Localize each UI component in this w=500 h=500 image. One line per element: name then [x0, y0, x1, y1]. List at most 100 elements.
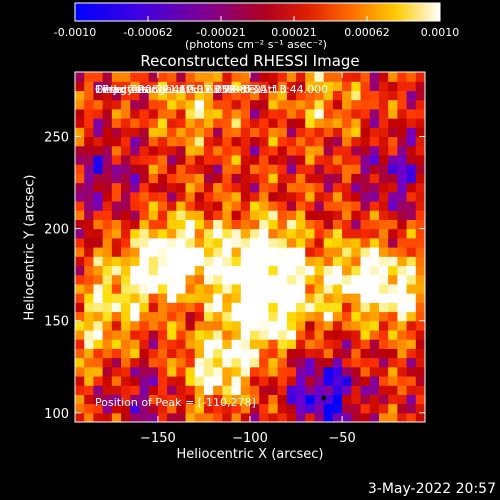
- heatmap-cell: [240, 164, 251, 174]
- heatmap-cell: [259, 302, 270, 313]
- heatmap-cell: [250, 145, 260, 156]
- heatmap-cell: [250, 247, 260, 257]
- heatmap-cell: [231, 191, 242, 202]
- heatmap-cell: [342, 274, 352, 285]
- heatmap-cell: [369, 136, 380, 147]
- heatmap-cell: [111, 329, 122, 340]
- heatmap-cell: [111, 320, 122, 331]
- heatmap-cell: [139, 108, 150, 119]
- heatmap-cell: [139, 118, 150, 128]
- heatmap-cell: [130, 320, 141, 331]
- heatmap-cell: [268, 108, 279, 119]
- heatmap-cell: [121, 81, 131, 92]
- heatmap-cell: [167, 164, 177, 174]
- heatmap-cell: [111, 108, 122, 119]
- heatmap-cell: [194, 164, 205, 174]
- heatmap-cell: [194, 72, 205, 82]
- heatmap-cell: [286, 339, 297, 349]
- heatmap-cell: [130, 329, 141, 340]
- heatmap-cell: [102, 329, 113, 340]
- heatmap-cell: [203, 311, 214, 322]
- heatmap-cell: [388, 247, 398, 257]
- heatmap-cell: [296, 72, 306, 82]
- heatmap-cell: [397, 265, 408, 276]
- heatmap-cell: [111, 283, 122, 294]
- heatmap-cell: [231, 90, 242, 101]
- heatmap-cell: [203, 302, 214, 313]
- heatmap-cell: [388, 311, 398, 322]
- heatmap-cell: [102, 293, 113, 303]
- heatmap-cell: [342, 366, 352, 377]
- heatmap-cell: [167, 237, 177, 248]
- heatmap-cell: [406, 164, 417, 174]
- heatmap-cell: [268, 375, 279, 386]
- heatmap-cell: [84, 90, 95, 101]
- y-tick-label: 150: [44, 315, 69, 330]
- heatmap-cell: [388, 274, 398, 285]
- heatmap-cell: [148, 136, 159, 147]
- heatmap-cell: [342, 403, 352, 414]
- heatmap-cell: [268, 283, 279, 294]
- heatmap-cell: [203, 366, 214, 377]
- heatmap-cell: [406, 375, 417, 386]
- heatmap-cell: [268, 136, 279, 147]
- heatmap-cell: [296, 348, 306, 359]
- heatmap-cell: [332, 311, 343, 322]
- heatmap-cell: [378, 348, 389, 359]
- heatmap-cell: [222, 81, 233, 92]
- heatmap-cell: [148, 348, 159, 359]
- heatmap-cell: [415, 256, 425, 267]
- heatmap-cell: [111, 247, 122, 257]
- heatmap-cell: [369, 375, 380, 386]
- heatmap-cell: [360, 394, 371, 405]
- heatmap-cell: [378, 311, 389, 322]
- heatmap-cell: [415, 154, 425, 165]
- heatmap-cell: [167, 302, 177, 313]
- heatmap-cell: [323, 154, 334, 165]
- heatmap-cell: [231, 154, 242, 165]
- heatmap-cell: [121, 191, 131, 202]
- heatmap-cell: [194, 237, 205, 248]
- heatmap-cell: [305, 182, 316, 193]
- heatmap-cell: [75, 320, 85, 331]
- heatmap-cell: [185, 108, 196, 119]
- heatmap-cell: [231, 412, 242, 422]
- heatmap-cell: [84, 265, 95, 276]
- heatmap-cell: [378, 412, 389, 422]
- heatmap-cell: [148, 302, 159, 313]
- heatmap-cell: [157, 283, 168, 294]
- heatmap-cell: [176, 164, 187, 174]
- heatmap-cell: [259, 348, 270, 359]
- heatmap-cell: [231, 339, 242, 349]
- heatmap-cell: [102, 394, 113, 405]
- heatmap-cell: [277, 127, 288, 138]
- heatmap-cell: [84, 127, 95, 138]
- heatmap-cell: [277, 385, 288, 395]
- heatmap-cell: [378, 99, 389, 110]
- heatmap-cell: [342, 247, 352, 257]
- heatmap-cell: [75, 219, 85, 230]
- heatmap-cell: [305, 145, 316, 156]
- heatmap-cell: [332, 403, 343, 414]
- heatmap-cell: [415, 375, 425, 386]
- heatmap-cell: [167, 191, 177, 202]
- heatmap-cell: [314, 200, 325, 211]
- heatmap-cell: [194, 375, 205, 386]
- heatmap-cell: [378, 329, 389, 340]
- heatmap-cell: [397, 329, 408, 340]
- heatmap-cell: [415, 228, 425, 239]
- heatmap-cell: [240, 81, 251, 92]
- heatmap-cell: [213, 247, 223, 257]
- heatmap-cell: [406, 311, 417, 322]
- heatmap-cell: [277, 219, 288, 230]
- heatmap-cell: [314, 348, 325, 359]
- heatmap-cell: [75, 154, 85, 165]
- heatmap-cell: [286, 173, 297, 184]
- heatmap-cell: [222, 274, 233, 285]
- heatmap-cell: [93, 311, 104, 322]
- heatmap-cell: [351, 228, 362, 239]
- heatmap-cell: [314, 164, 325, 174]
- heatmap-cell: [231, 256, 242, 267]
- heatmap-cell: [84, 191, 95, 202]
- heatmap-cell: [323, 108, 334, 119]
